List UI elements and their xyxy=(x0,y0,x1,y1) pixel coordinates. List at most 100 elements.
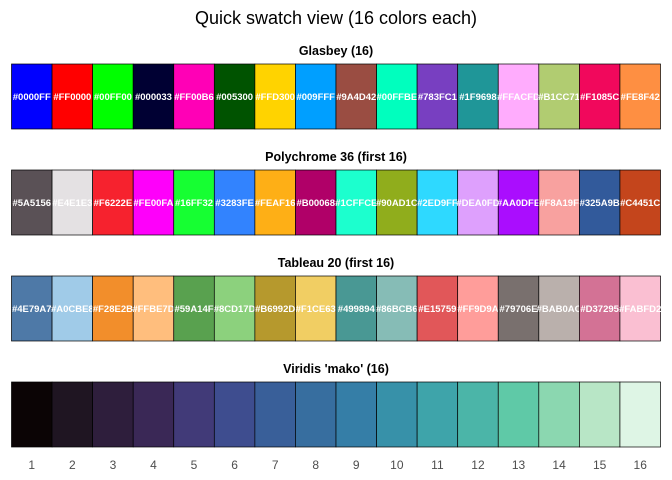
swatch-hex-label: #005300 xyxy=(216,92,253,103)
x-tick-label: 8 xyxy=(312,458,319,472)
swatch-hex-label: #000033 xyxy=(135,92,172,103)
swatch-hex-label: #AA0DFE xyxy=(497,198,540,209)
color-swatch xyxy=(619,169,661,236)
color-swatch xyxy=(295,63,337,130)
panel-title: Glasbey (16) xyxy=(299,44,373,58)
swatch-hex-label: #FE00FA xyxy=(133,198,173,209)
swatch-hex-label: #F1CE63 xyxy=(296,304,336,315)
swatch-hex-label: #59A14F xyxy=(174,304,213,315)
swatch-hex-label: #5A5156 xyxy=(12,198,51,209)
color-swatch xyxy=(295,381,337,448)
swatch-hex-label: #86BCB6 xyxy=(376,304,418,315)
swatch-hex-label: #B00068 xyxy=(296,198,335,209)
x-tick-label: 11 xyxy=(431,458,444,472)
x-tick-label: 1 xyxy=(28,458,35,472)
swatch-hex-label: #FE8F42 xyxy=(621,92,660,103)
color-swatch xyxy=(173,63,215,130)
swatch-hex-label: #F1085C xyxy=(580,92,619,103)
color-swatch xyxy=(416,381,459,448)
color-swatch xyxy=(619,381,661,448)
x-tick-label: 2 xyxy=(69,458,76,472)
x-tick-label: 15 xyxy=(593,458,607,472)
color-swatch xyxy=(51,169,93,236)
color-swatch xyxy=(416,169,459,236)
swatch-hex-label: #FF9D9A xyxy=(457,304,498,315)
swatch-hex-label: #3283FE xyxy=(215,198,254,209)
color-swatch xyxy=(213,169,256,236)
swatch-hex-label: #2ED9FF xyxy=(417,198,458,209)
swatch-hex-label: #499894 xyxy=(338,304,376,315)
swatch-hex-label: #FFD300 xyxy=(255,92,295,103)
swatch-hex-label: #DEA0FD xyxy=(456,198,499,209)
color-swatch xyxy=(335,381,377,448)
x-tick-label: 6 xyxy=(231,458,238,472)
chart-title: Quick swatch view (16 colors each) xyxy=(195,8,477,28)
swatch-hex-label: #00FF00 xyxy=(94,92,132,103)
swatch-hex-label: #9A4D42 xyxy=(336,92,376,103)
color-swatch xyxy=(579,381,621,448)
color-swatch xyxy=(619,275,661,342)
swatch-hex-label: #4E79A7 xyxy=(12,304,52,315)
color-swatch xyxy=(11,63,53,130)
x-tick-label: 4 xyxy=(150,458,157,472)
color-swatch xyxy=(11,169,53,236)
color-swatch xyxy=(173,169,215,236)
color-swatch xyxy=(51,63,93,130)
palette-panel: Viridis 'mako' (16) xyxy=(11,362,661,448)
swatch-hex-label: #C4451C xyxy=(620,198,660,209)
color-swatch xyxy=(173,275,215,342)
swatch-hex-label: #F6222E xyxy=(94,198,133,209)
color-swatch xyxy=(92,63,134,130)
color-swatch xyxy=(619,63,661,130)
color-swatch xyxy=(376,381,418,448)
swatch-hex-label: #FFBE7D xyxy=(132,304,174,315)
color-swatch xyxy=(376,63,418,130)
color-swatch xyxy=(51,381,93,448)
swatch-hex-label: #FF00B6 xyxy=(174,92,214,103)
swatch-hex-label: #79706E xyxy=(500,304,538,315)
swatch-hex-label: #009FFF xyxy=(296,92,335,103)
color-swatch xyxy=(579,275,621,342)
color-swatch xyxy=(132,63,175,130)
color-swatch xyxy=(497,275,540,342)
swatch-hex-label: #1CFFCE xyxy=(335,198,377,209)
color-swatch xyxy=(173,381,215,448)
color-swatch xyxy=(335,169,377,236)
color-swatch xyxy=(376,275,418,342)
color-swatch xyxy=(213,63,256,130)
palette-panel: Tableau 20 (first 16) #4E79A7 #A0CBE8 #F28E… xyxy=(11,256,661,342)
palette-panel: Polychrome 36 (first 16)#5A5156 #E4E1E3 #F… xyxy=(11,150,661,236)
color-swatch xyxy=(579,169,621,236)
color-swatch xyxy=(92,275,134,342)
color-swatch xyxy=(132,275,175,342)
color-swatch xyxy=(132,381,175,448)
swatch-hex-label: #FEAF16 xyxy=(255,198,296,209)
panel-title: Polychrome 36 (first 16) xyxy=(265,150,407,164)
color-swatch xyxy=(457,169,499,236)
swatch-hex-label: #E15759 xyxy=(418,304,456,315)
swatch-hex-label: #B1CC71 xyxy=(538,92,580,103)
color-swatch xyxy=(213,381,256,448)
swatch-hex-label: #FF0000 xyxy=(53,92,91,103)
x-tick-label: 7 xyxy=(272,458,279,472)
swatch-hex-label: #BAB0AC xyxy=(537,304,582,315)
color-swatch xyxy=(213,275,256,342)
color-swatch xyxy=(497,169,540,236)
x-tick-label: 14 xyxy=(552,458,566,472)
color-swatch xyxy=(538,381,580,448)
x-tick-label: 3 xyxy=(110,458,117,472)
swatch-hex-label: #F28E2B xyxy=(93,304,133,315)
swatch-hex-label: #90AD1C xyxy=(376,198,418,209)
color-swatch xyxy=(457,381,499,448)
color-swatch xyxy=(51,275,93,342)
color-swatch xyxy=(254,169,296,236)
color-swatch xyxy=(11,381,53,448)
swatch-hex-label: #0000FF xyxy=(13,92,51,103)
swatch-hex-label: #00FFBE xyxy=(377,92,418,103)
swatch-hex-label: #A0CBE8 xyxy=(51,304,94,315)
swatch-hex-label: #F8A19F xyxy=(539,198,579,209)
x-axis: 1 2 3 4 5 6 7 8 9 10 11 12 13 14 15 16 xyxy=(28,458,647,472)
x-tick-label: 9 xyxy=(353,458,360,472)
panel-title: Tableau 20 (first 16) xyxy=(278,256,394,270)
